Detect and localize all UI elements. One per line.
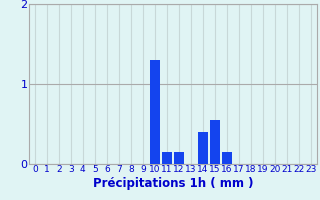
Bar [150, 60, 160, 164]
X-axis label: Précipitations 1h ( mm ): Précipitations 1h ( mm ) [92, 177, 253, 190]
Bar [198, 132, 208, 164]
Bar [222, 152, 232, 164]
Bar [174, 152, 184, 164]
Bar [162, 152, 172, 164]
Bar [210, 120, 220, 164]
